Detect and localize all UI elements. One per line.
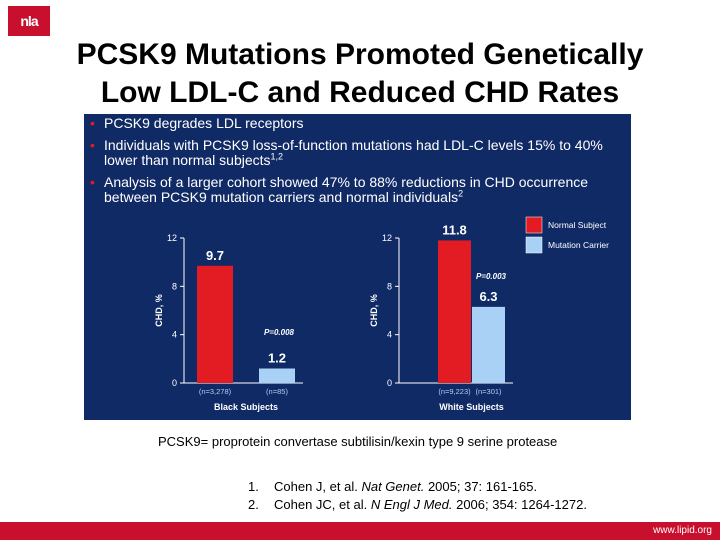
reference-1: 1. Cohen J, et al. Nat Genet. 2005; 37: 1… — [248, 478, 587, 496]
reference-2-citation: 2006; 354: 1264-1272. — [452, 497, 587, 512]
sample-size-label: (n=3,278) — [199, 387, 232, 396]
y-tick-label: 4 — [172, 330, 177, 340]
bar-value-label: 1.2 — [268, 351, 286, 366]
mutation-carrier-bar — [472, 306, 505, 383]
legend-label: Normal Subject — [548, 220, 607, 230]
bullet-2-text: Individuals with PCSK9 loss-of-function … — [104, 137, 603, 168]
reference-1-authors: Cohen J, et al. — [274, 479, 362, 494]
bullet-3-citation: 2 — [458, 188, 464, 199]
reference-2-number: 2. — [248, 497, 259, 512]
sample-size-label: (n=9,223) — [438, 387, 471, 396]
y-axis-label: CHD, % — [369, 294, 379, 327]
reference-2-journal: N Engl J Med. — [370, 497, 453, 512]
bullet-3: Analysis of a larger cohort showed 47% t… — [90, 175, 620, 205]
bullet-3-text: Analysis of a larger cohort showed 47% t… — [104, 174, 589, 205]
bullet-1-text: PCSK9 degrades LDL receptors — [104, 115, 304, 131]
figure-panel: PCSK9 degrades LDL receptors Individuals… — [84, 114, 631, 420]
title-line-1: PCSK9 Mutations Promoted Genetically — [76, 38, 644, 71]
legend-label: Mutation Carrier — [548, 240, 609, 250]
pcsk9-definition: PCSK9= proprotein convertase subtilisin/… — [158, 434, 558, 449]
chd-bar-chart: 0 4 8 12 CHD, % 9.7 (n=3,278) 1.2 (n=85) P=0.008 B… — [154, 216, 609, 412]
sample-size-label: (n=301) — [475, 387, 502, 396]
x-axis-label: Black Subjects — [214, 402, 278, 412]
x-axis-label: White Subjects — [439, 402, 504, 412]
reference-1-journal: Nat Genet. — [361, 479, 425, 494]
bullet-2: Individuals with PCSK9 loss-of-function … — [90, 138, 620, 168]
reference-2-authors: Cohen JC, et al. — [274, 497, 371, 512]
bullet-2-citation: 1,2 — [270, 151, 284, 162]
title-line-2: Low LDL-C and Reduced CHD Rates — [100, 76, 620, 109]
y-tick-label: 0 — [172, 378, 177, 388]
slide-title: PCSK9 Mutations Promoted Genetically Low… — [0, 36, 720, 112]
nla-logo: nla — [8, 6, 50, 36]
bar-value-label: 11.8 — [442, 222, 467, 237]
logo-text: nla — [20, 13, 38, 29]
y-tick-label: 4 — [387, 330, 392, 340]
reference-1-citation: 2005; 37: 161-165. — [424, 479, 538, 494]
footer-bar: www.lipid.org — [0, 522, 720, 540]
y-tick-label: 8 — [387, 281, 392, 291]
bullet-list: PCSK9 degrades LDL receptors Individuals… — [90, 116, 620, 212]
y-tick-label: 12 — [167, 233, 177, 243]
normal-subject-bar — [197, 265, 233, 383]
y-axis-label: CHD, % — [154, 294, 164, 327]
legend-swatch-normal — [525, 216, 543, 234]
sample-size-label: (n=85) — [266, 387, 288, 396]
p-value-label: P=0.003 — [476, 272, 507, 281]
bar-value-label: 9.7 — [206, 248, 224, 263]
p-value-label: P=0.008 — [264, 328, 295, 337]
y-tick-label: 12 — [382, 233, 392, 243]
legend-swatch-carrier — [525, 236, 543, 254]
bullet-1: PCSK9 degrades LDL receptors — [90, 115, 620, 132]
y-tick-label: 8 — [172, 281, 177, 291]
y-tick-label: 0 — [387, 378, 392, 388]
mutation-carrier-bar — [259, 368, 295, 383]
footer-url[interactable]: www.lipid.org — [653, 525, 712, 536]
normal-subject-bar — [438, 240, 471, 383]
bar-value-label: 6.3 — [479, 289, 497, 304]
reference-2: 2. Cohen JC, et al. N Engl J Med. 2006; 3… — [248, 496, 587, 514]
references: 1. Cohen J, et al. Nat Genet. 2005; 37: 1… — [248, 478, 587, 514]
reference-1-number: 1. — [248, 479, 259, 494]
